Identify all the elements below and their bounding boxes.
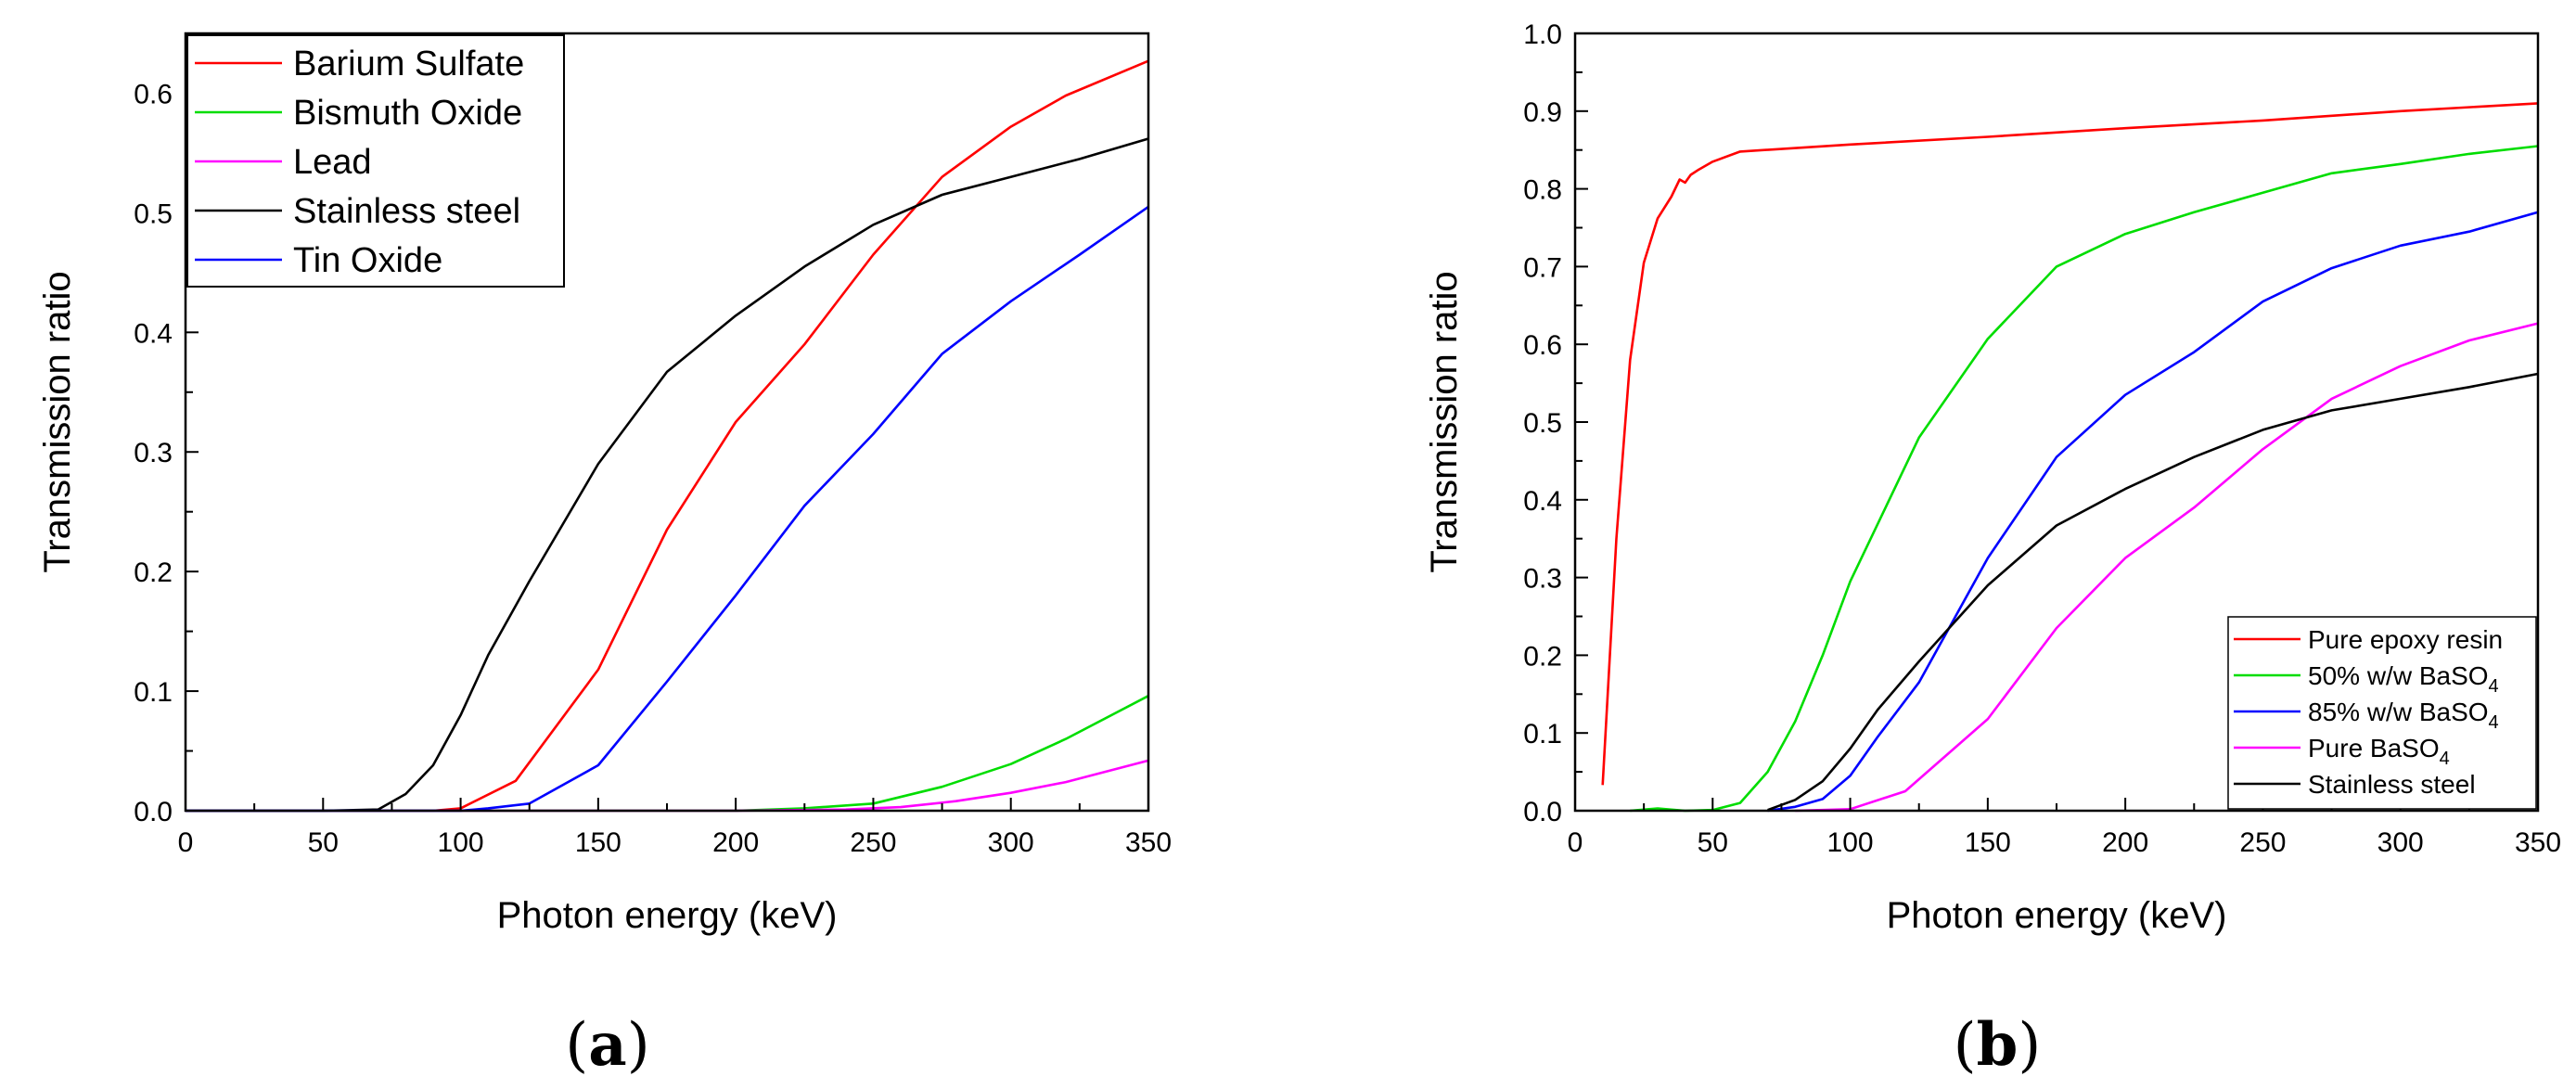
series-line-a-2 [186,759,1149,813]
y-tick-label-a: 0.1 [134,677,173,708]
series-line-b-3 [1795,322,2539,813]
series-layer-b [1601,102,2539,813]
x-tick-label-a: 250 [850,827,896,858]
x-tick-label-a: 200 [712,827,759,858]
x-tick-label-b: 200 [2102,827,2148,858]
x-tick-label-b: 50 [1698,827,1728,858]
legend-label-b: Stainless steel [2308,770,2476,799]
y-tick-label-b: 0.1 [1523,719,1562,749]
y-tick-label-b: 0.9 [1523,97,1562,128]
legend-a: Barium Sulfate Bismuth Oxide Lead Stainless… [186,34,565,288]
legend-subscript: 4 [2440,749,2450,769]
y-tick-label-b: 0.4 [1523,486,1562,517]
y-tick-label-a: 0.0 [134,797,173,827]
panel-label-a-letter: a [588,1010,626,1080]
panel-label-b: (b) [1954,1010,2042,1080]
x-tick-label-b: 100 [1827,827,1874,858]
y-tick-label-a: 0.3 [134,438,173,468]
y-tick-label-b: 0.0 [1523,797,1562,827]
legend-label-a: Barium Sulfate [293,45,524,83]
legend-subscript: 4 [2489,676,2499,697]
chart-panel-a: 0 50 100 150 200 250 300 350 0.0 0.1 0.2 0.3 0.4 0.5 0… [37,32,1172,1080]
x-tick-label-b: 150 [1965,827,2011,858]
x-tick-label-b: 350 [2515,827,2561,858]
y-axis-title-a: Transmission ratio [37,271,78,572]
y-tick-label-b: 0.5 [1523,408,1562,439]
y-tick-label-a: 0.4 [134,318,173,349]
x-tick-label-a: 350 [1125,827,1172,858]
legend-label-a: Bismuth Oxide [293,94,522,133]
x-tick-label-a: 300 [988,827,1034,858]
series-line-a-4 [186,205,1149,813]
series-line-b-0 [1601,102,2539,786]
legend-subscript: 4 [2489,712,2499,733]
series-line-b-2 [1767,211,2539,813]
y-tick-label-b: 0.2 [1523,641,1562,672]
ticks-b: 0 50 100 150 200 250 300 350 0.0 0.1 0.2 0.3 0.4 0.5 0… [1523,19,2561,858]
legend-box-b [2227,616,2537,810]
legend-label-a: Lead [293,143,372,182]
x-tick-label-a: 150 [575,827,622,858]
x-tick-label-b: 300 [2377,827,2424,858]
series-line-b-4 [1767,372,2539,812]
y-axis-title-b: Transmission ratio [1424,271,1465,572]
panel-label-b-letter: b [1977,1010,2019,1080]
chart-panel-b: 0 50 100 150 200 250 300 350 0.0 0.1 0.2 0.3 0.4 0.5 0… [1424,19,2561,1080]
legend-label-b: Pure epoxy resin [2308,625,2503,654]
panel-label-a: (a) [565,1010,649,1080]
y-tick-label-a: 0.2 [134,557,173,588]
y-tick-label-a: 0.5 [134,199,173,229]
y-tick-label-b: 0.8 [1523,175,1562,206]
ticks-a: 0 50 100 150 200 250 300 350 0.0 0.1 0.2 0.3 0.4 0.5 0… [134,32,1172,858]
y-tick-label-b: 0.6 [1523,330,1562,361]
x-tick-label-b: 0 [1568,827,1583,858]
y-tick-label-b: 0.3 [1523,564,1562,595]
y-tick-label-a: 0.6 [134,79,173,109]
x-axis-title-b: Photon energy (keV) [1887,895,2227,936]
legend-label-a: Stainless steel [293,192,520,231]
legend-label-a: Tin Oxide [293,241,442,280]
x-tick-label-a: 0 [178,827,194,858]
x-tick-label-b: 250 [2239,827,2286,858]
series-line-a-3 [186,137,1149,813]
x-tick-label-a: 50 [308,827,339,858]
y-tick-label-b: 0.7 [1523,252,1562,283]
x-tick-label-a: 100 [438,827,484,858]
y-tick-label-b: 1.0 [1523,19,1562,50]
x-axis-title-a: Photon energy (keV) [497,895,838,936]
